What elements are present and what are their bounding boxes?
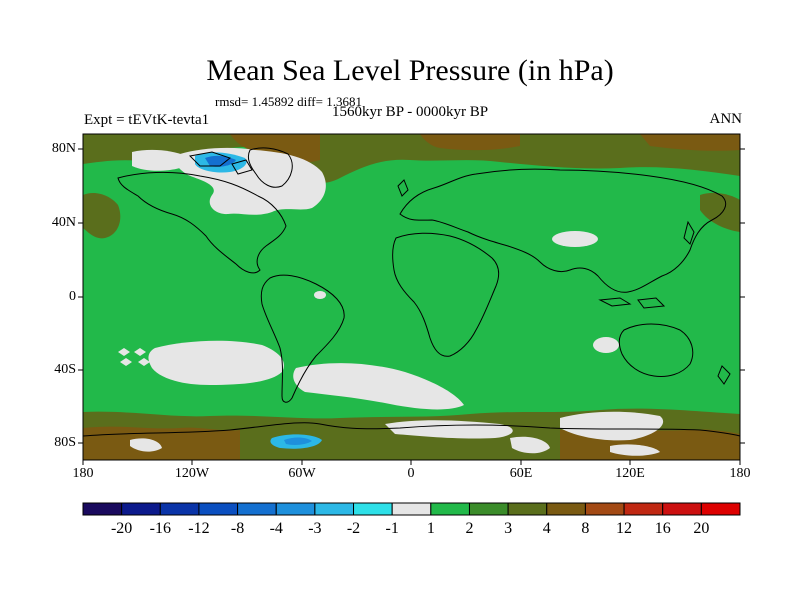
colorbar-box [430, 502, 470, 516]
greenland-outline [247, 147, 293, 188]
antarctica-outline [82, 422, 741, 437]
colorbar-label: -8 [230, 520, 245, 537]
colorbar-box [623, 502, 664, 516]
antarctic-nearzero-patches [130, 411, 664, 456]
south-america-outline [260, 274, 345, 403]
colorbar-label: 1 [426, 520, 435, 537]
arctic-nearzero-west [132, 149, 186, 171]
canadian-archipelago-outline [188, 151, 253, 175]
colorbar-label: -16 [149, 520, 171, 537]
x-label-60w: 60W [288, 466, 316, 481]
middle-east-nearzero [552, 231, 598, 247]
colorbar-box [353, 502, 393, 516]
colorbar-box [700, 502, 741, 516]
eurasia-outline [399, 168, 727, 293]
colorbar [82, 502, 741, 516]
colorbar-label: -3 [308, 520, 322, 537]
y-label-40n: 40N [51, 215, 76, 230]
colorbar-label: 2 [465, 520, 474, 537]
colorbar-box [546, 502, 586, 516]
colorbar-box [121, 502, 161, 516]
colorbar-label: 8 [581, 520, 590, 537]
colorbar-label: 4 [542, 520, 551, 537]
colorbar-box [314, 502, 355, 516]
africa-outline [392, 232, 500, 357]
colorbar-box [237, 502, 277, 516]
new-zealand-outline [717, 365, 731, 385]
antarctic-brown-patch [83, 426, 240, 460]
north-america-outline [117, 171, 287, 274]
x-label-180w: 180 [72, 466, 94, 481]
indonesia-outline [598, 297, 666, 309]
y-label-80n: 80N [51, 141, 76, 156]
x-label-120w: 120W [174, 466, 210, 481]
uk-outline [397, 179, 409, 197]
antarctic-strong-negative [284, 437, 312, 445]
colorbar-label: -2 [346, 520, 361, 537]
arctic-brown-patch-east [640, 134, 740, 151]
colorbar-label: 20 [693, 520, 710, 537]
colorbar-label: 3 [504, 520, 513, 537]
colorbar-label: -4 [269, 520, 283, 537]
colorbar-box [82, 502, 123, 516]
colorbar-box [198, 502, 239, 516]
season-label: ANN [709, 111, 743, 127]
colorbar-label: -20 [110, 520, 133, 537]
south-atlantic-nearzero-band [293, 363, 464, 410]
colorbar-box [159, 502, 200, 516]
colorbar-box [662, 502, 702, 516]
japan-outline [683, 220, 695, 245]
indian-ocean-nearzero [593, 337, 619, 353]
colorbar-box [507, 502, 548, 516]
australia-outline [618, 323, 694, 377]
y-label-40s: 40S [54, 362, 76, 377]
x-label-0: 0 [407, 466, 415, 481]
south-pacific-dots [118, 348, 150, 366]
map-title: Mean Sea Level Pressure (in hPa) [206, 54, 614, 87]
colorbar-label: -1 [385, 520, 399, 537]
south-pacific-nearzero-patch [148, 340, 284, 385]
period-label: 1560kyr BP - 0000kyr BP [331, 104, 489, 120]
arctic-brown-patch [420, 134, 520, 151]
y-label-80s: 80S [54, 435, 76, 450]
atlantic-brown-patch [230, 134, 320, 163]
y-label-0: 0 [69, 289, 76, 304]
colorbar-label: 12 [616, 520, 633, 537]
colorbar-label: -12 [188, 520, 210, 537]
amazon-nearzero [314, 291, 326, 299]
x-label-180e: 180 [729, 466, 751, 481]
colorbar-box [391, 502, 432, 516]
colorbar-box [584, 502, 625, 516]
greenland-strong-negative [205, 155, 236, 167]
north-pacific-east-patch [83, 193, 121, 239]
colorbar-label: 16 [654, 520, 671, 537]
stats-text: rmsd= 1.45892 diff= 1.3681 [215, 94, 362, 109]
y-ticks [78, 148, 745, 444]
x-label-60e: 60E [509, 466, 533, 481]
colorbar-box [468, 502, 509, 516]
experiment-label: Expt = tEVtK-tevta1 [84, 112, 210, 128]
coastlines [82, 147, 741, 437]
x-ticks [82, 460, 741, 465]
west-pacific-patch [700, 192, 740, 232]
x-label-120e: 120E [615, 466, 645, 481]
colorbar-box [275, 502, 316, 516]
